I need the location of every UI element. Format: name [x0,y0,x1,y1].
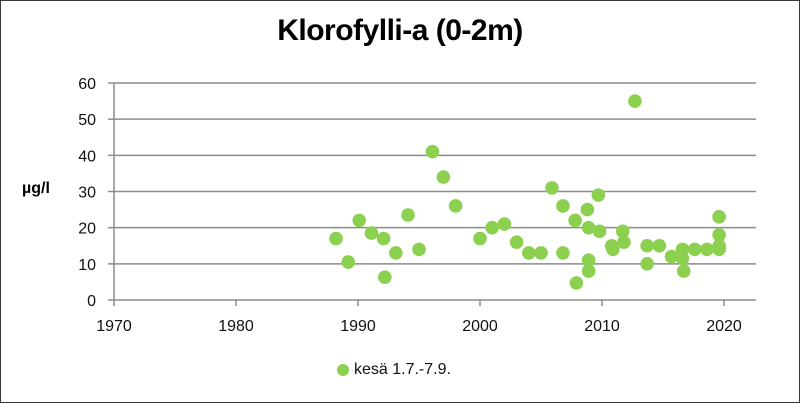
data-point [581,264,596,278]
data-point [534,246,548,260]
data-point [448,199,463,213]
data-point [581,253,596,268]
legend-marker-icon [337,364,349,376]
data-point [640,257,654,271]
data-point [640,238,654,253]
data-point [378,270,392,285]
gridlines [114,82,756,265]
data-point [436,170,451,184]
data-point [485,220,500,235]
data-point [473,231,487,246]
x-tick-label: 2010 [584,318,620,335]
data-point [497,217,512,231]
data-point [617,235,631,249]
data-point [425,144,440,159]
data-point [712,228,726,242]
data-point [580,202,595,217]
y-tick-label: 30 [78,185,96,202]
data-point [329,231,343,246]
data-point [712,210,726,224]
data-point [352,213,367,228]
data-point [556,199,570,213]
data-point [522,246,536,260]
data-point [652,238,667,253]
data-point [389,246,403,260]
data-point [687,242,702,257]
data-point [606,242,620,257]
y-tick-label: 50 [78,112,96,129]
x-tick-label: 1970 [96,318,132,335]
data-point [401,208,415,222]
y-tick-label: 40 [78,148,96,165]
data-point [569,276,584,290]
chart-title: Klorofylli-a (0-2m) [277,14,523,47]
data-point [664,249,679,264]
y-axis-label: µg/l [22,180,50,197]
data-point [591,188,606,202]
data-point [675,251,690,266]
x-tick-label: 1980 [218,318,254,335]
data-point [628,94,642,108]
data-point [341,255,356,269]
x-tick-label: 2000 [462,318,498,335]
x-tick-label: 2020 [706,318,742,335]
data-point [568,213,582,228]
data-point [676,264,691,278]
data-point [364,226,379,240]
data-point [556,246,570,260]
data-point [592,224,607,239]
data-point [615,224,630,239]
data-point [376,231,391,246]
x-tick-label: 1990 [340,318,376,335]
legend-label: kesä 1.7.-7.9. [354,361,451,378]
data-point [545,181,559,195]
y-tick-label: 60 [78,76,96,93]
data-point [581,220,596,235]
data-point [412,242,426,257]
data-point [700,242,714,257]
y-tick-label: 0 [87,293,96,310]
data-point [509,235,524,249]
legend: kesä 1.7.-7.9. [337,361,451,379]
data-point [712,242,726,257]
axes [108,82,756,306]
y-tick-label: 20 [78,221,96,238]
data-points [329,94,726,290]
tick-labels: 0 10 20 30 40 50 60 1970 1980 1990 2000 2010 2020 [78,76,742,335]
y-tick-label: 10 [78,257,96,274]
